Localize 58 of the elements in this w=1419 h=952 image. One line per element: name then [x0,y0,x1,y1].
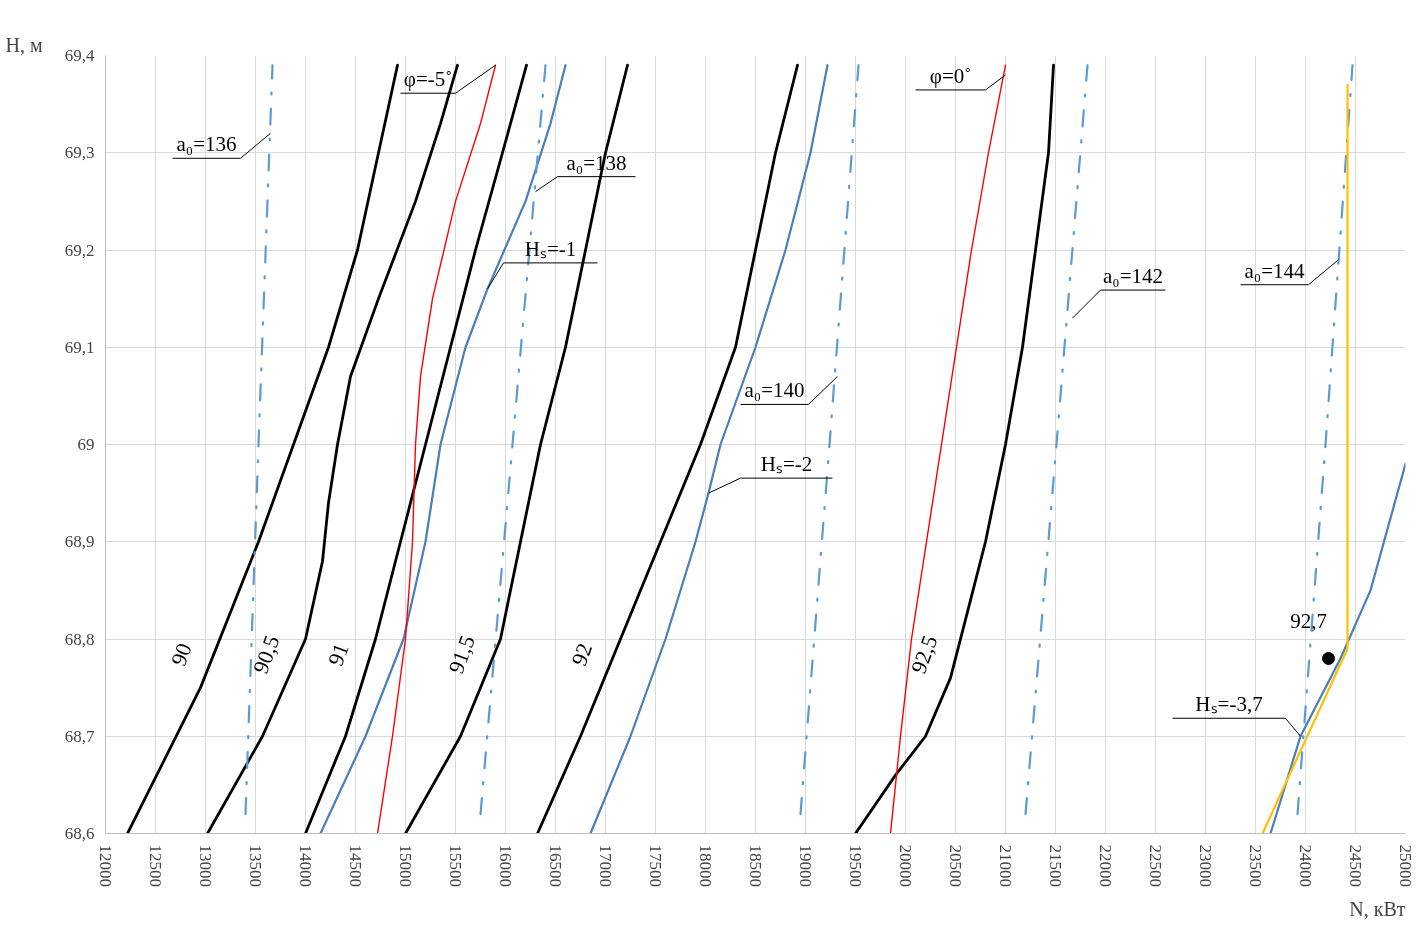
line-series [126,63,399,834]
text: 91,5 [443,632,480,677]
x-tick-label: 23500 [1246,844,1265,887]
y-tick-label: 68,9 [64,532,95,552]
x-tick-label: 19500 [846,844,865,887]
x-tick-label: 24000 [1296,844,1315,887]
annotation: Hₛ=-2 [760,452,813,477]
x-tick-label: 19000 [796,844,815,887]
line-series [889,64,1007,834]
annotation: Hₛ=-3,7 [1195,692,1263,717]
y-tick-label: 68,8 [64,629,95,649]
text: 92,5 [905,632,943,677]
y-tick-label: 69,3 [64,143,95,163]
x-axis-title: N, кВт [1349,897,1406,920]
y-axis-title: H, м [5,33,43,56]
y-tick-label: 69,2 [64,240,95,260]
text: 91 [322,639,354,669]
x-tick-label: 17500 [646,844,665,887]
x-tick-label: 22500 [1146,844,1165,887]
annotation: a₀=142 [1103,264,1164,289]
x-tick-label: 14000 [296,844,315,887]
text: 90,5 [247,632,285,677]
x-tick-label: 15000 [396,844,415,887]
y-tick-label: 69,4 [64,46,95,65]
y-tick-label: 69 [77,435,95,454]
x-tick-label: 14500 [346,844,365,887]
y-tick-label: 68,6 [64,824,95,843]
x-tick-label: 16500 [546,844,565,887]
annotation: φ=0˚ [929,63,972,88]
annotation: a₀=140 [744,378,805,403]
x-tick-label: 24500 [1346,844,1365,887]
line-series [376,64,497,834]
y-tick-label: 68,7 [64,726,95,746]
x-tick-label: 15500 [446,844,465,887]
annotation: a₀=136 [176,132,237,157]
x-tick-label: 16000 [496,844,515,887]
x-tick-label: 21500 [1046,844,1065,887]
text: 92 [566,639,598,669]
line-series [1269,462,1406,834]
x-tick-label: 17000 [596,844,615,887]
annotation: Hₛ=-1 [524,236,577,261]
x-tick-label: 25000 [1396,844,1415,887]
x-tick-label: 22000 [1096,844,1115,887]
annotation: a₀=144 [1244,258,1305,283]
x-tick-label: 13500 [246,844,265,887]
x-tick-label: 13000 [196,844,215,887]
x-tick-label: 21000 [996,844,1015,887]
x-tick-label: 23000 [1196,844,1215,887]
x-tick-label: 18000 [696,844,715,887]
line-series [854,63,1055,834]
x-tick-label: 18500 [746,844,765,887]
x-tick-label: 12000 [96,844,115,887]
y-tick-label: 69,1 [64,337,95,357]
annotation: φ=-5˚ [403,67,453,92]
x-tick-label: 20000 [896,844,915,887]
text: 90 [165,639,197,669]
x-tick-label: 20500 [946,844,965,887]
x-tick-label: 12500 [146,844,165,887]
